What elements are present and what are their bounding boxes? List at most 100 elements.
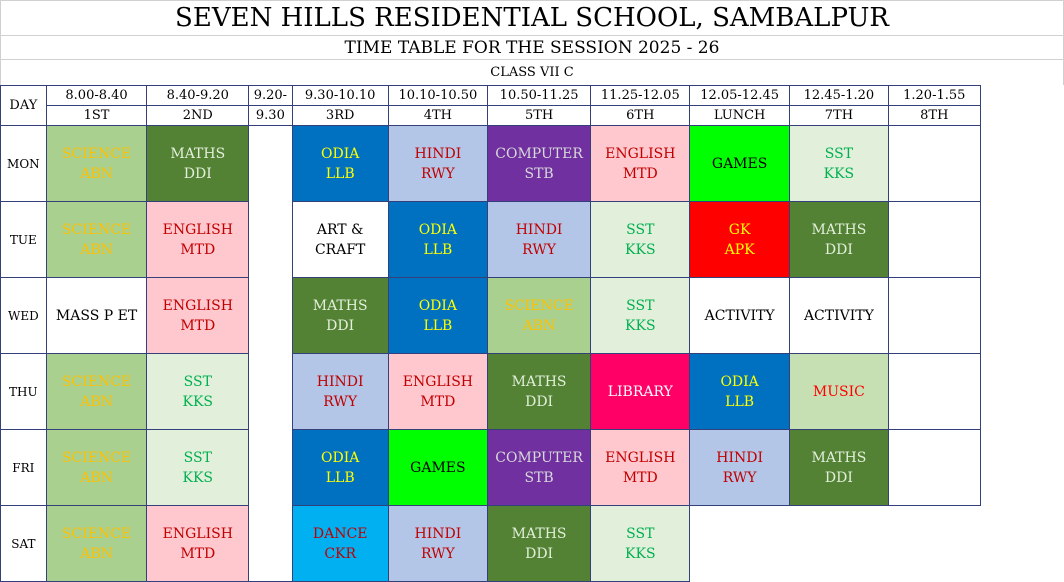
cell-line: APK <box>724 241 755 258</box>
cell-line: MTD <box>180 241 216 258</box>
timetable-cell: SCIENCE ABN <box>45 429 148 506</box>
cell-line: STB <box>524 469 554 486</box>
cell-line: DDI <box>525 545 554 562</box>
cell-line: SST <box>183 449 212 466</box>
cell-line: GAMES <box>410 459 466 476</box>
time-slot: 1.20-1.55 <box>888 85 981 106</box>
timetable-cell: ODIA LLB <box>387 277 489 354</box>
timetable-cell: SCIENCE ABN <box>45 125 148 202</box>
day-row: FRI SCIENCE ABN SST KKS ODIA LLB GAMES COMPUTER S… <box>0 429 1064 506</box>
cell-line: SCIENCE <box>61 145 132 162</box>
cell-line: RWY <box>420 165 455 182</box>
class-name: CLASS VII C <box>0 59 1064 85</box>
cell-line: KKS <box>625 317 656 334</box>
day-label: WED <box>0 277 47 354</box>
timetable-cell: HINDI RWY <box>387 125 489 202</box>
day-row: SAT SCIENCE ABN ENGLISH MTD DANCE CKR HINDI RWY M… <box>0 505 1064 582</box>
timetable-cell: MUSIC <box>788 353 890 430</box>
timetable-cell: GK APK <box>689 201 790 278</box>
cell-line: ABN <box>80 545 113 562</box>
period-name: 5TH <box>487 105 592 126</box>
cell-line: RWY <box>323 393 358 410</box>
day-label: THU <box>0 353 47 430</box>
cell-line: ACTIVITY <box>704 307 775 324</box>
cell-line: HINDI <box>414 145 462 162</box>
timetable-cell: SCIENCE ABN <box>45 353 148 430</box>
timetable-cell: ENGLISH MTD <box>146 505 250 582</box>
day-row: MON SCIENCE ABN MATHS DDI ODIA LLB HINDI RWY COMP… <box>0 125 1064 582</box>
cell-line: DDI <box>326 317 355 334</box>
timetable-cell: HINDI RWY <box>487 201 592 278</box>
cell-line: MTD <box>180 317 216 334</box>
timetable-cell: ACTIVITY <box>689 277 790 354</box>
cell-line: KKS <box>182 393 214 410</box>
cell-line: LLB <box>725 393 755 410</box>
cell-line: SCIENCE <box>61 525 132 542</box>
period-name: 7TH <box>788 105 890 126</box>
cell-line: LLB <box>325 469 355 486</box>
timetable-cell: MATHS DDI <box>291 277 389 354</box>
cell-line: COMPUTER <box>495 145 583 162</box>
cell-line: COMPUTER <box>495 449 583 466</box>
empty-area <box>689 505 981 582</box>
timetable-cell: HINDI RWY <box>689 429 790 506</box>
day-label: FRI <box>0 429 47 506</box>
day-row: THU SCIENCE ABN SST KKS HINDI RWY ENGLISH MTD MAT… <box>0 353 1064 430</box>
break-column <box>248 125 293 582</box>
cell-line: SST <box>626 221 655 238</box>
cell-line: LLB <box>423 241 453 258</box>
cell-line: MASS P ET <box>55 307 138 324</box>
timetable-cell: SST KKS <box>590 277 691 354</box>
cell-line: SST <box>824 145 854 162</box>
time-slot: 10.50-11.25 <box>487 85 592 106</box>
period-name: LUNCH <box>689 105 790 126</box>
cell-line: MTD <box>622 469 658 486</box>
cell-line: MATHS <box>811 449 867 466</box>
cell-line: MUSIC <box>812 383 865 400</box>
cell-line: DDI <box>824 469 853 486</box>
time-slot: 12.45-1.20 <box>788 85 890 106</box>
timetable-cell: MATHS DDI <box>788 201 890 278</box>
timetable-cell: SST KKS <box>146 429 250 506</box>
cell-line: ENGLISH <box>402 373 474 390</box>
cell-line: ENGLISH <box>162 297 233 314</box>
timetable-cell: LIBRARY <box>590 353 691 430</box>
cell-line: ABN <box>80 469 113 486</box>
cell-line: ABN <box>80 393 113 410</box>
cell-line: MTD <box>420 393 456 410</box>
timetable-cell <box>888 353 981 430</box>
time-slot: 8.00-8.40 <box>45 85 148 106</box>
timetable-cell: ENGLISH MTD <box>146 201 250 278</box>
cell-line: SST <box>626 297 655 314</box>
timetable-cell: GAMES <box>387 429 489 506</box>
break-time-slot: 9.30 <box>248 105 293 126</box>
timetable-cell: SST KKS <box>590 505 691 582</box>
cell-line: MATHS <box>511 373 567 390</box>
cell-line: MATHS <box>511 525 567 542</box>
day-row: WED MASS P ET ENGLISH MTD MATHS DDI ODIA LLB SCI… <box>0 277 1064 354</box>
cell-line: ABN <box>522 317 556 334</box>
cell-line: SCIENCE <box>61 449 132 466</box>
cell-line: ENGLISH <box>605 449 676 466</box>
cell-line: ENGLISH <box>162 221 233 238</box>
cell-line: ABN <box>80 241 113 258</box>
day-label: MON <box>0 125 47 202</box>
timetable-cell: SCIENCE ABN <box>487 277 592 354</box>
timetable-cell: ENGLISH MTD <box>387 353 489 430</box>
timetable-cell <box>888 277 981 354</box>
timetable-cell: ENGLISH MTD <box>146 277 250 354</box>
day-label: SAT <box>0 505 47 582</box>
period-name: 6TH <box>590 105 691 126</box>
cell-line: HINDI <box>414 525 462 542</box>
timetable-cell: ODIA LLB <box>291 125 389 202</box>
cell-line: SST <box>626 525 655 542</box>
day-header: DAY <box>0 85 47 126</box>
timetable-cell: COMPUTER STB <box>487 429 592 506</box>
cell-line: DDI <box>183 165 212 182</box>
time-slot: 9.30-10.10 <box>291 85 389 106</box>
timetable-cell: MATHS DDI <box>788 429 890 506</box>
cell-line: LIBRARY <box>607 383 673 400</box>
cell-line: GAMES <box>711 155 768 172</box>
cell-line: KKS <box>182 469 214 486</box>
cell-line: SCIENCE <box>504 297 574 314</box>
